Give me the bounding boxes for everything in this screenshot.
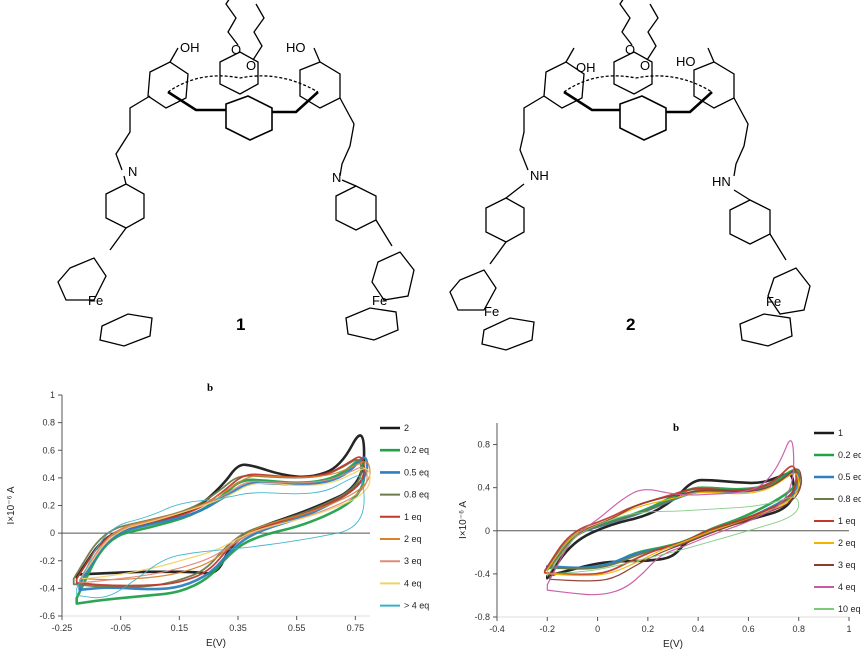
legend-label-2: 0.5 eq [838,472,861,482]
cv-chart-left: 1 0.8 0.6 0.4 0.2 0 -0.2 -0.4 -0.6 -0.25 -0.05 0.15… [6,382,429,649]
structure2-n-left: NH [530,168,549,183]
legend-label-0: 2 [404,423,409,433]
series-line-8 [76,475,365,599]
y-tick-label: -0.6 [39,611,55,621]
legend-label-4: 1 eq [838,516,856,526]
structure2-fe-right: Fe [766,294,781,309]
structure2-oh-right: HO [676,54,696,69]
y-tick-label: 0 [50,528,55,538]
structure-compound-1 [57,0,415,347]
structure1-fe-right: Fe [372,293,387,308]
series-line-2 [78,456,369,592]
x-tick-label: 0.15 [171,623,189,633]
y-tick-label: -0.8 [474,612,490,622]
x-tick-label: 0.75 [347,623,365,633]
series-line-7 [81,468,371,580]
legend-label-7: 4 eq [838,582,856,592]
y-tick-label: 0.4 [477,483,490,493]
legend-label-7: 4 eq [404,578,422,588]
legend-label-5: 2 eq [404,534,422,544]
series-line-7 [546,440,795,596]
structure-compound-2 [449,0,811,351]
y-tick-label: 0.4 [42,473,55,483]
series-line-4 [543,465,798,576]
y-tick-label: 0.8 [477,440,490,450]
x-tick-label: 0.35 [229,623,247,633]
structure1-n-right: N [332,170,341,185]
x-tick-label: 0.2 [642,624,655,634]
y-axis-title: I×10⁻⁶ A [458,501,469,539]
y-tick-label: 1 [50,390,55,400]
legend-label-1: 0.2 eq [838,450,861,460]
series-line-5 [546,472,800,577]
structure2-n-right: HN [712,174,731,189]
structure1-n-left: N [128,164,137,179]
y-tick-label: 0.2 [42,501,55,511]
y-axis-title: I×10⁻⁶ A [6,486,17,524]
structure1-fe-left: Fe [88,293,103,308]
x-tick-label: 1 [846,624,851,634]
legend-label-8: 10 eq [838,604,861,614]
x-tick-label: 0.55 [288,623,306,633]
legend-label-3: 0.8 eq [404,490,429,500]
x-tick-label: 0.8 [792,624,805,634]
legend-label-6: 3 eq [838,560,856,570]
series-line-8 [546,496,800,577]
structure1-oh-left: OH [180,40,200,55]
structure2-o-mid: O [640,58,650,73]
chart-title: b [207,382,213,394]
x-tick-label: 0.4 [692,624,705,634]
structure1-o-top: O [231,42,241,57]
x-tick-label: -0.2 [540,624,556,634]
y-tick-label: -0.4 [474,569,490,579]
x-tick-label: 0.6 [742,624,755,634]
legend-label-5: 2 eq [838,538,856,548]
compound-number-1: 1 [236,315,245,334]
legend-label-1: 0.2 eq [404,445,429,455]
y-tick-label: 0.6 [42,445,55,455]
structure2-fe-left: Fe [484,304,499,319]
legend-label-2: 0.5 eq [404,467,429,477]
series-line-4 [75,456,365,587]
cv-chart-right: 0.8 0.4 0 -0.4 -0.8 -0.4 -0.2 0 0.2 0.4 0.6 0.8 1 b E(… [458,422,861,650]
y-tick-label: -0.2 [39,556,55,566]
x-tick-label: -0.25 [52,623,73,633]
legend-label-3: 0.8 eq [838,494,861,504]
structure1-oh-right: HO [286,40,306,55]
x-tick-label: 0 [595,624,600,634]
y-tick-label: 0 [485,526,490,536]
x-axis-title: E(V) [663,639,683,650]
compound-number-2: 2 [626,315,635,334]
legend-label-4: 1 eq [404,512,422,522]
chart-title: b [673,422,679,434]
structure1-o-mid: O [246,58,256,73]
legend-label-0: 1 [838,428,843,438]
x-tick-label: -0.4 [489,624,505,634]
legend-label-6: 3 eq [404,556,422,566]
x-tick-label: -0.05 [110,623,131,633]
x-axis-title: E(V) [206,638,226,649]
y-tick-label: 0.8 [42,418,55,428]
legend-label-8: > 4 eq [404,601,429,611]
y-tick-label: -0.4 [39,583,55,593]
structure2-oh-left: OH [576,60,596,75]
structure2-o-top: O [625,42,635,57]
